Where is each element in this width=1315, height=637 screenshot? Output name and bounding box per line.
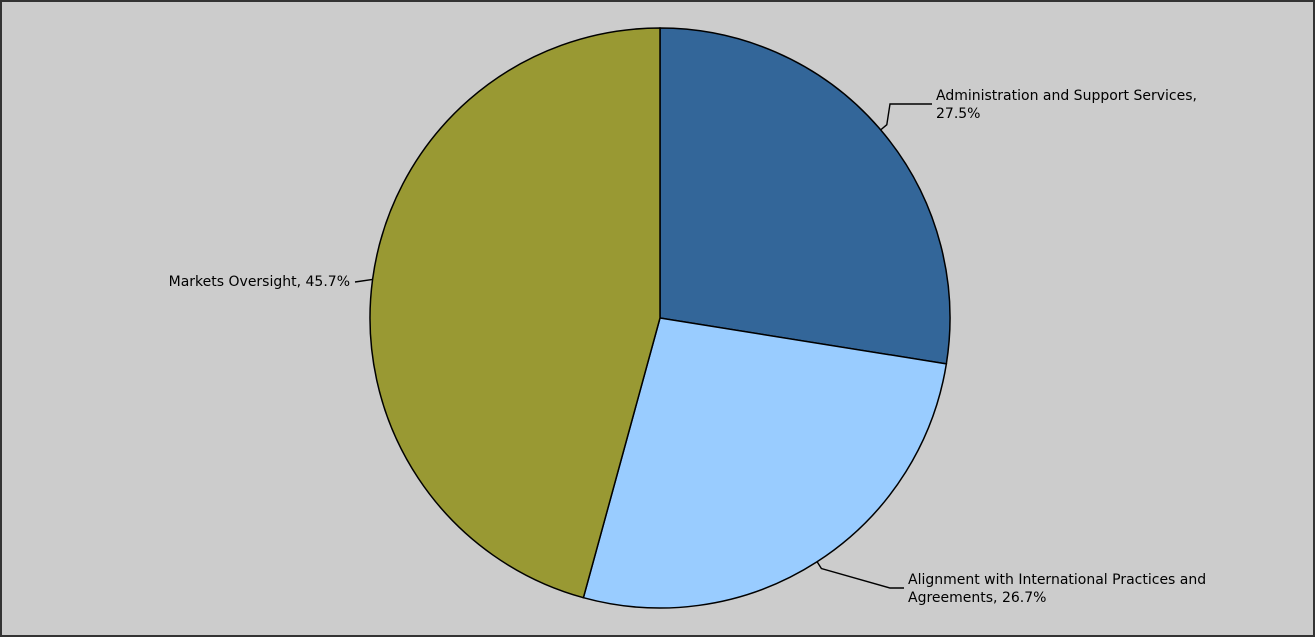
pie-slice-markets-oversight <box>369 27 661 599</box>
slice-label-line: Markets Oversight, 45.7% <box>169 274 350 290</box>
leader-line-markets-oversight <box>354 278 373 283</box>
pie-slice-alignment-with-international-practices-and-agreements <box>582 317 948 609</box>
leader-line-administration-and-support-services <box>880 103 932 131</box>
slice-label-line: Alignment with International Practices a… <box>908 572 1206 588</box>
slices-layer <box>369 27 951 609</box>
slice-label-markets-oversight: Markets Oversight, 45.7% <box>169 274 350 290</box>
slice-label-alignment-with-international-practices-and-agreements: Alignment with International Practices a… <box>908 572 1206 606</box>
slice-label-administration-and-support-services: Administration and Support Services, 27.5… <box>936 88 1197 122</box>
slice-label-line: Administration and Support Services, <box>936 88 1197 104</box>
leader-line-alignment-with-international-practices-and-agreements <box>816 561 904 589</box>
slice-label-line: Agreements, 26.7% <box>908 590 1046 606</box>
slice-label-line: 27.5% <box>936 106 980 122</box>
labels-layer: Administration and Support Services, 27.5… <box>169 88 1207 606</box>
